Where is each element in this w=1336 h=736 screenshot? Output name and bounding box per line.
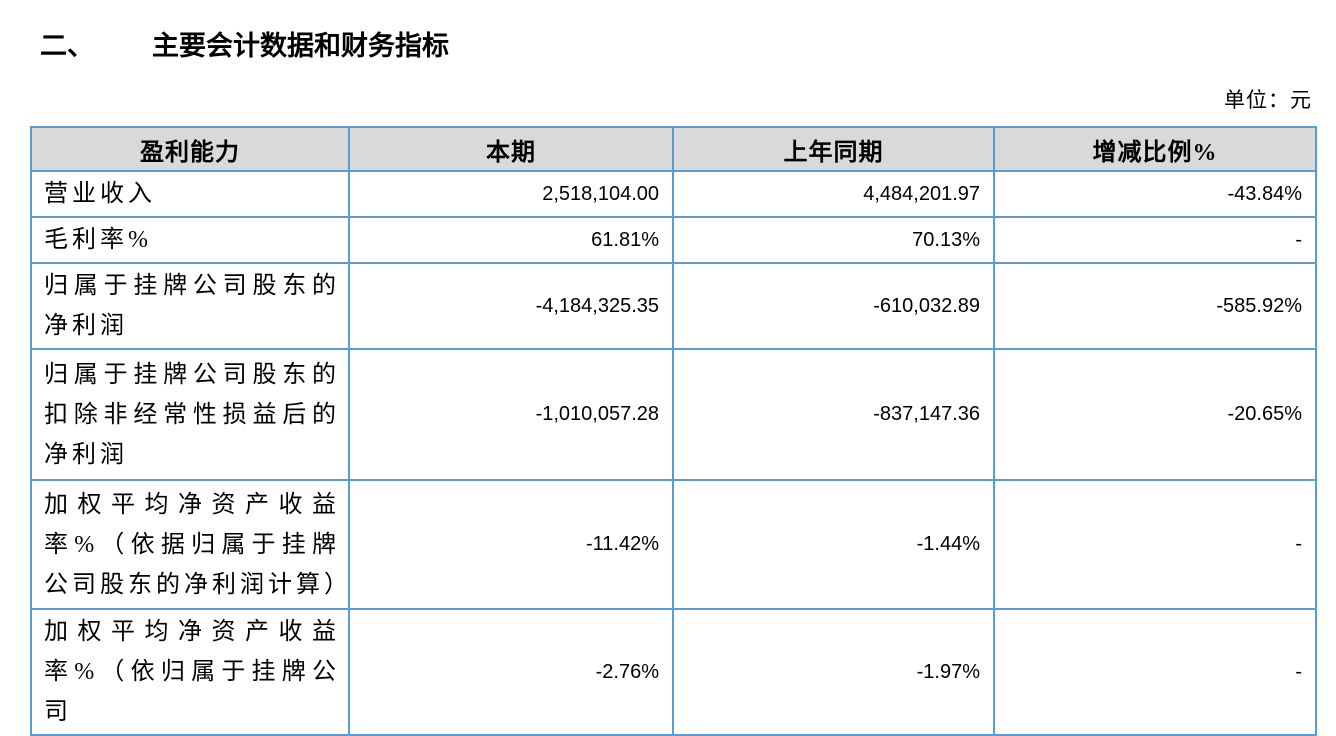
row-current-value: 2,518,104.00: [348, 170, 674, 218]
row-change-value: -: [993, 479, 1317, 610]
header-current-period: 本期: [348, 126, 674, 172]
table-header-row: 盈利能力 本期 上年同期 增减比例%: [30, 126, 1317, 172]
header-prior-period: 上年同期: [672, 126, 995, 172]
row-current-value: -4,184,325.35: [348, 262, 674, 350]
row-label: 毛利率%: [30, 216, 350, 264]
table-row: 归属于挂牌公司股东的扣除非经常性损益后的净利润 -1,010,057.28 -8…: [30, 348, 1317, 481]
row-current-value: 61.81%: [348, 216, 674, 264]
section-title-number: 二、: [40, 31, 94, 61]
table-row: 加权平均净资产收益率%（依归属于挂牌公司 -2.76% -1.97% -: [30, 608, 1317, 736]
row-current-value: -2.76%: [348, 608, 674, 736]
row-change-value: -43.84%: [993, 170, 1317, 218]
row-label: 归属于挂牌公司股东的扣除非经常性损益后的净利润: [30, 348, 350, 481]
unit-label: 单位：元: [1224, 88, 1312, 112]
table-row: 毛利率% 61.81% 70.13% -: [30, 216, 1317, 264]
row-prior-value: 70.13%: [672, 216, 995, 264]
section-title-text: 主要会计数据和财务指标: [152, 31, 449, 61]
row-change-value: -20.65%: [993, 348, 1317, 481]
row-prior-value: -1.44%: [672, 479, 995, 610]
header-metric: 盈利能力: [30, 126, 350, 172]
row-change-value: -: [993, 608, 1317, 736]
table-row: 加权平均净资产收益率%（依据归属于挂牌公司股东的净利润计算） -11.42% -…: [30, 479, 1317, 610]
row-change-value: -585.92%: [993, 262, 1317, 350]
row-prior-value: 4,484,201.97: [672, 170, 995, 218]
row-current-value: -11.42%: [348, 479, 674, 610]
row-prior-value: -1.97%: [672, 608, 995, 736]
row-label: 加权平均净资产收益率%（依归属于挂牌公司: [30, 608, 350, 736]
row-prior-value: -837,147.36: [672, 348, 995, 481]
row-label: 加权平均净资产收益率%（依据归属于挂牌公司股东的净利润计算）: [30, 479, 350, 610]
row-current-value: -1,010,057.28: [348, 348, 674, 481]
section-title: 二、 主要会计数据和财务指标: [40, 24, 449, 63]
row-change-value: -: [993, 216, 1317, 264]
table-row: 归属于挂牌公司股东的净利润 -4,184,325.35 -610,032.89 …: [30, 262, 1317, 350]
table-row: 营业收入 2,518,104.00 4,484,201.97 -43.84%: [30, 170, 1317, 218]
row-prior-value: -610,032.89: [672, 262, 995, 350]
financial-indicators-table: 盈利能力 本期 上年同期 增减比例% 营业收入 2,518,104.00 4,4…: [30, 126, 1317, 736]
row-label: 营业收入: [30, 170, 350, 218]
header-change-ratio: 增减比例%: [993, 126, 1317, 172]
row-label: 归属于挂牌公司股东的净利润: [30, 262, 350, 350]
